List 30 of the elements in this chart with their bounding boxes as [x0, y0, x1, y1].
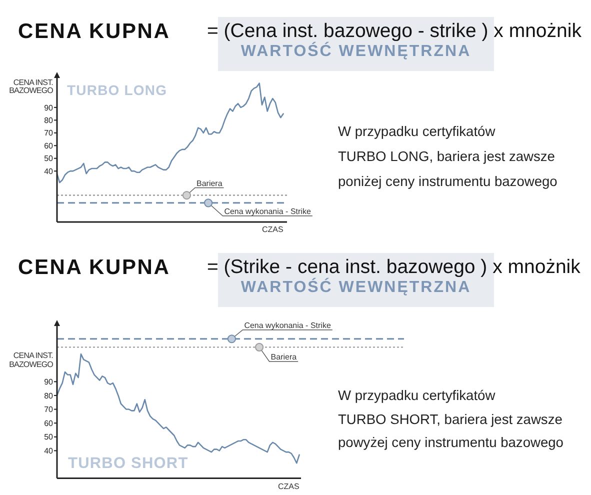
y-tick-label: 50	[44, 432, 54, 442]
text: W przypadku certyfikatów TURBO SHORT, bariera jest zawsze powyżej ceny instrumentu bazowego	[338, 386, 564, 452]
ref-line-label: Cena wykonania - Strike	[244, 320, 332, 330]
annotation: TURBO LONG	[67, 82, 168, 98]
text: W przypadku certyfikatów TURBO LONG, bariera jest zawsze poniżej ceny instrumentu bazowego	[338, 122, 558, 191]
x-axis-title: CZAS	[262, 225, 284, 234]
ref-line-label: Bariera	[196, 178, 223, 188]
y-tick-label: 40	[44, 446, 54, 456]
chart-title: CENA KUPNA	[18, 20, 170, 43]
y-axis-title: CENA INST. BAZOWEGO	[8, 351, 53, 369]
ref-line-label: Bariera	[270, 352, 298, 362]
y-tick-label: 50	[44, 154, 54, 164]
y-tick-label: 80	[44, 391, 54, 400]
y-tick-label: 60	[44, 141, 54, 150]
ref-line-label: Cena wykonania - Strike	[224, 206, 312, 216]
y-tick-label: 70	[44, 128, 54, 138]
y-tick-label: 70	[44, 405, 54, 414]
text: WARTOŚĆ WEWNĘTRZNA	[240, 279, 472, 296]
text: WARTOŚĆ WEWNĘTRZNA	[240, 43, 472, 60]
y-tick-label: 80	[44, 116, 54, 125]
chart-title: CENA KUPNA	[18, 256, 170, 278]
text: = (Strike - cena inst. bazowego ) x mnożnik	[207, 256, 580, 278]
y-axis-title: CENA INST. BAZOWEGO	[8, 78, 53, 95]
y-tick-label: 60	[44, 418, 54, 428]
annotation: TURBO SHORT	[68, 455, 188, 472]
y-tick-label: 90	[44, 103, 54, 112]
x-axis-title: CZAS	[278, 482, 300, 491]
y-tick-label: 90	[44, 378, 54, 387]
y-tick-label: 40	[44, 166, 54, 176]
text: = (Cena inst. bazowego - strike ) x mnożnik	[207, 20, 582, 42]
